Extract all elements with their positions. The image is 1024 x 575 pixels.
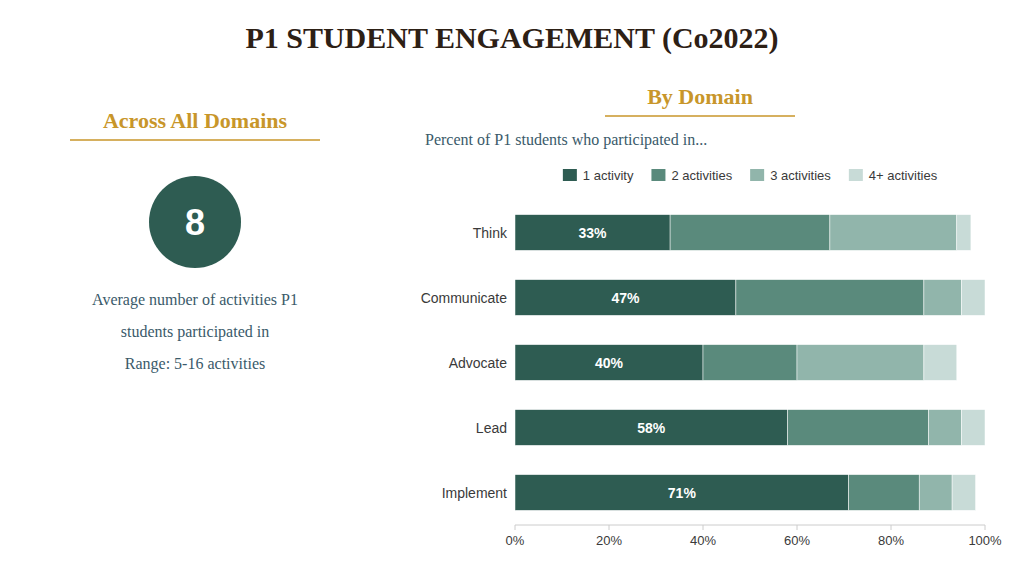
bar-segment [515, 410, 788, 446]
category-label: Think [473, 225, 508, 241]
x-tick [609, 525, 610, 530]
x-axis [515, 525, 985, 526]
right-heading: By Domain [647, 84, 753, 109]
data-label: 71% [668, 485, 697, 501]
data-label: 58% [637, 420, 666, 436]
data-label: 40% [595, 355, 624, 371]
x-tick [797, 525, 798, 530]
x-tick-label: 60% [784, 533, 810, 548]
legend-label: 2 activities [671, 168, 732, 183]
x-tick [515, 525, 516, 530]
number-circle [149, 176, 241, 268]
category-label: Lead [476, 420, 507, 436]
legend-swatch [563, 169, 577, 181]
x-tick-label: 40% [690, 533, 716, 548]
bar-segment [849, 475, 920, 511]
bar-segment [924, 280, 962, 316]
legend-item: 1 activity [563, 168, 634, 183]
bar-segment [797, 345, 924, 381]
legend-item: 4+ activities [849, 168, 938, 183]
bar-segment [515, 345, 703, 381]
bar-segment [515, 215, 670, 251]
left-heading: Across All Domains [103, 108, 288, 133]
data-labels: 33% 47% 40% 58% 71% [579, 225, 697, 501]
bar-segment [788, 410, 929, 446]
legend-swatch [849, 169, 863, 181]
legend: 1 activity 2 activities 3 activities 4+ act… [563, 168, 938, 183]
description: Range: 5-16 activities [125, 355, 265, 373]
bar-segment [515, 475, 849, 511]
bar-segment [670, 215, 830, 251]
bar-segment [919, 475, 952, 511]
bar-segment [515, 280, 736, 316]
left-heading-underline [70, 139, 320, 141]
legend-swatch [651, 169, 665, 181]
bar-segment [952, 475, 976, 511]
bar-segment [962, 410, 986, 446]
legend-label: 1 activity [583, 168, 634, 183]
data-label: 33% [579, 225, 608, 241]
legend-swatch [750, 169, 764, 181]
category-label: Communicate [421, 290, 508, 306]
x-tick-label: 0% [506, 533, 525, 548]
title: P1 STUDENT ENGAGEMENT (Co2022) [245, 21, 778, 55]
x-tick [985, 525, 986, 530]
chart: P1 STUDENT ENGAGEMENT (Co2022) Across All… [0, 0, 1024, 575]
bar-segment [830, 215, 957, 251]
right-heading-underline [605, 115, 795, 117]
bar-segment [924, 345, 957, 381]
background [0, 0, 1024, 575]
legend-label: 3 activities [770, 168, 831, 183]
bar-segment [736, 280, 924, 316]
description: students participated in [121, 323, 269, 341]
circle-number: 8 [185, 202, 205, 243]
bar-segment [957, 215, 971, 251]
x-tick-label: 80% [878, 533, 904, 548]
x-tick [891, 525, 892, 530]
x-tick-label: 20% [596, 533, 622, 548]
bar-segment [703, 345, 797, 381]
x-tick-label: 100% [968, 533, 1002, 548]
category-label: Implement [442, 485, 507, 501]
bar-segment [962, 280, 986, 316]
legend-item: 2 activities [651, 168, 732, 183]
legend-item: 3 activities [750, 168, 831, 183]
subtitle: Percent of P1 students who participated … [425, 131, 707, 149]
bar-segment [929, 410, 962, 446]
bars [515, 215, 985, 511]
data-label: 47% [611, 290, 640, 306]
x-tick [703, 525, 704, 530]
legend-label: 4+ activities [869, 168, 938, 183]
description: Average number of activities P1 [92, 291, 298, 309]
category-label: Advocate [449, 355, 508, 371]
